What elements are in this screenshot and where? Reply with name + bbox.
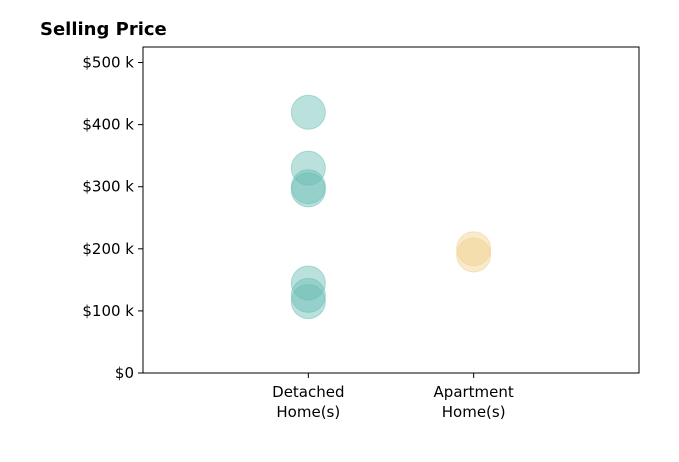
data-point	[290, 150, 326, 186]
y-tick-label: $100 k	[82, 302, 134, 320]
y-axis: $0 $100 k $200 k $300 k $400 k $500 k	[82, 54, 143, 382]
y-tick-label: $200 k	[82, 240, 134, 258]
data-point	[290, 94, 326, 130]
y-tick-label: $400 k	[82, 116, 134, 134]
plot-frame	[142, 46, 640, 374]
y-tick-label: $0	[115, 364, 134, 382]
data-point	[290, 172, 326, 208]
data-point	[290, 265, 326, 301]
x-tick-label: Detached Home(s)	[272, 383, 344, 421]
y-tick-label: $500 k	[82, 54, 134, 72]
data-point	[290, 284, 326, 320]
x-axis: Detached Home(s) Apartment Home(s)	[272, 373, 514, 421]
data-point	[456, 237, 492, 273]
x-tick-label: Apartment Home(s)	[434, 383, 514, 421]
y-tick-label: $300 k	[82, 178, 134, 196]
chart-title: Selling Price	[40, 19, 167, 40]
data-points	[290, 94, 492, 320]
